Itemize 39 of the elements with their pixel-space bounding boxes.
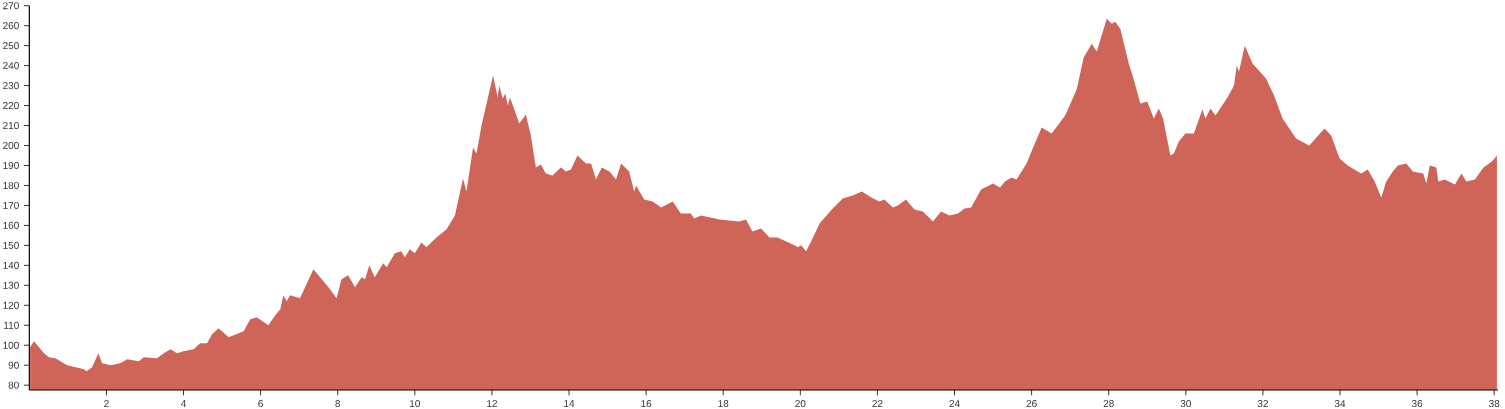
x-tick-label: 6 (258, 400, 263, 408)
y-tick-label: 240 (3, 62, 19, 70)
x-tick-label: 26 (1026, 400, 1037, 408)
y-tick-label: 100 (3, 341, 19, 349)
y-tick-label: 180 (3, 181, 19, 189)
y-tick-label: 260 (3, 22, 19, 30)
y-tick-label: 150 (3, 241, 19, 249)
x-tick-label: 36 (1411, 400, 1423, 408)
x-tick-label: 28 (1103, 400, 1114, 408)
y-tick-label: 120 (3, 301, 19, 309)
y-tick-label: 130 (3, 281, 19, 289)
x-tick-label: 20 (795, 400, 806, 408)
x-tick-label: 32 (1257, 400, 1268, 408)
x-tick-label: 22 (872, 400, 883, 408)
y-tick-label: 170 (3, 201, 19, 209)
x-tick-label: 16 (641, 400, 652, 408)
y-tick-label: 140 (3, 261, 19, 269)
y-tick-label: 90 (8, 361, 19, 369)
x-tick-label: 24 (949, 400, 960, 408)
x-tick-label: 18 (718, 400, 729, 408)
y-tick-label: 200 (3, 141, 19, 150)
y-tick-label: 230 (3, 82, 19, 90)
y-tick-label: 250 (3, 42, 19, 50)
y-tick-label: 160 (3, 221, 19, 229)
x-tick-label: 14 (564, 400, 575, 407)
y-tick-label: 220 (3, 102, 19, 110)
x-tick-label: 34 (1334, 400, 1346, 408)
y-tick-label: 190 (3, 161, 19, 170)
x-tick-label: 38 (1489, 400, 1500, 408)
x-tick-label: 12 (487, 400, 497, 408)
x-tick-label: 4 (180, 400, 187, 407)
y-tick-label: 210 (3, 121, 19, 130)
x-tick-label: 8 (335, 400, 341, 408)
y-tick-label: 110 (4, 321, 19, 329)
x-tick-label: 30 (1180, 400, 1191, 408)
x-tick-label: 2 (104, 400, 109, 408)
y-tick-label: 270 (3, 2, 19, 10)
x-tick-label: 10 (410, 400, 420, 408)
y-tick-label: 80 (8, 381, 19, 389)
